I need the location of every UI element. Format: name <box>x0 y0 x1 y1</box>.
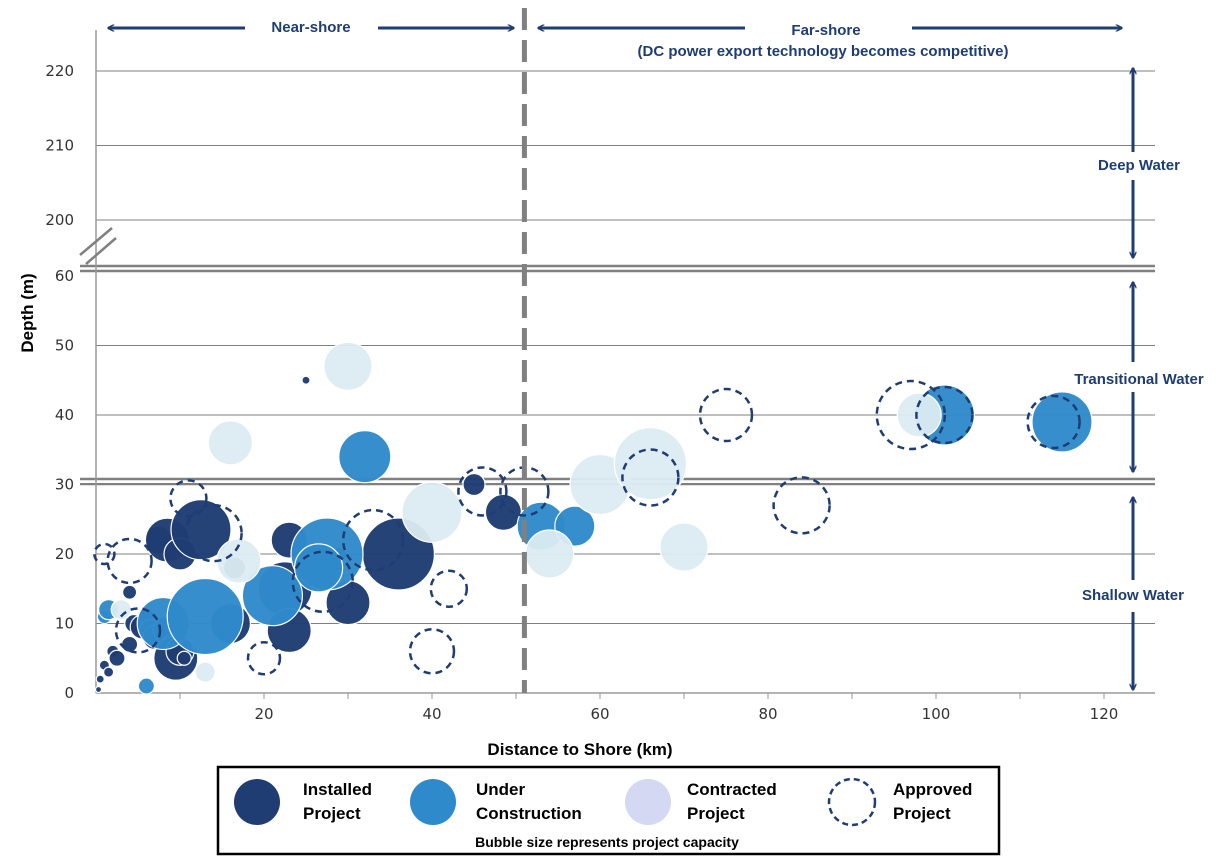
approved-project-bubble <box>184 503 243 563</box>
legend-under-construction-swatch <box>410 779 456 825</box>
legend-contracted-label-2: Project <box>687 804 745 823</box>
legend-note: Bubble size represents project capacity <box>475 834 739 850</box>
approved-project-bubble <box>291 550 355 614</box>
approved-project-bubble <box>1026 394 1081 450</box>
legend-approved-label-2: Project <box>893 804 951 823</box>
installed-project-bubble <box>176 650 192 666</box>
contracted-project-bubble <box>524 529 575 579</box>
x-tick-label: 40 <box>422 705 441 723</box>
y-axis-title: Depth (m) <box>18 273 37 352</box>
legend-approved-swatch <box>827 777 877 827</box>
axis-break-mark <box>79 227 113 256</box>
legend-under-construction-label-2: Construction <box>476 804 582 823</box>
x-tick-label: 20 <box>254 705 273 723</box>
far-shore-sublabel: (DC power export technology becomes comp… <box>638 43 1009 60</box>
shallow-water-label: Shallow Water <box>1082 587 1184 604</box>
y-tick-label: 20 <box>55 545 74 563</box>
legend-installed-label-1: Installed <box>303 780 372 799</box>
legend-box <box>216 765 1001 856</box>
approved-project-bubble <box>93 542 116 566</box>
installed-project-bubble <box>301 375 311 385</box>
axis-break-mark <box>85 237 117 265</box>
approved-project-bubble <box>106 537 153 585</box>
y-tick-label: 0 <box>64 684 74 702</box>
installed-project-bubble <box>170 499 232 561</box>
contracted-project-bubble <box>194 661 216 683</box>
approved-project-bubble <box>457 466 508 517</box>
installed-project-bubble <box>94 685 103 694</box>
axes: 0 10 20 30 40 50 60 200 210 220 20 40 60 80 100 120 <box>45 30 1155 723</box>
x-tick-label: 100 <box>922 705 951 723</box>
annotations <box>108 8 1133 693</box>
contracted-project-bubble <box>207 420 253 466</box>
installed-project-bubble <box>95 674 105 684</box>
deep-water-label: Deep Water <box>1098 157 1180 174</box>
legend-installed-label-2: Project <box>303 804 361 823</box>
installed-project-bubble <box>122 584 138 600</box>
contracted-project-bubble <box>323 341 373 391</box>
legend-installed-swatch <box>234 779 280 825</box>
approved-project-bubble <box>621 448 680 507</box>
approved-project-bubble <box>772 476 831 535</box>
bubbles <box>93 341 1093 695</box>
approved-project-bubble <box>429 569 469 608</box>
y-tick-label: 30 <box>55 476 74 494</box>
y-tick-label: 200 <box>45 211 74 229</box>
y-tick-label: 50 <box>55 337 74 355</box>
approved-project-bubble <box>246 641 282 676</box>
installed-project-bubble <box>484 493 522 531</box>
approved-project-bubble <box>114 607 162 654</box>
under-construction-bubble <box>241 565 303 627</box>
installed-project-bubble <box>108 649 126 667</box>
y-tick-label: 40 <box>55 406 74 424</box>
y-tick-label: 210 <box>45 137 74 155</box>
legend-approved-label-1: Approved <box>893 780 972 799</box>
contracted-project-bubble <box>613 427 688 501</box>
under-construction-bubble <box>137 677 155 695</box>
under-construction-bubble <box>1031 391 1093 453</box>
transitional-water-label: Transitional Water <box>1074 371 1204 388</box>
y-tick-label: 220 <box>45 62 74 80</box>
approved-project-bubble <box>169 479 208 518</box>
contracted-project-bubble <box>659 522 709 572</box>
contracted-project-bubble <box>401 481 463 543</box>
under-construction-bubble <box>166 577 244 656</box>
approved-project-bubble <box>875 379 947 451</box>
approved-project-bubble <box>915 385 974 445</box>
x-tick-label: 80 <box>758 705 777 723</box>
y-tick-label: 10 <box>55 615 74 633</box>
legend: Installed Project Under Construction Con… <box>216 765 1001 856</box>
legend-contracted-label-1: Contracted <box>687 780 777 799</box>
contracted-project-bubble <box>110 598 132 621</box>
legend-under-construction-label-1: Under <box>476 780 526 799</box>
far-shore-label: Far-shore <box>791 22 860 39</box>
x-tick-label: 60 <box>590 705 609 723</box>
y-tick-label: 60 <box>55 267 74 285</box>
installed-project-bubble <box>121 635 139 653</box>
contracted-project-bubble <box>896 392 942 438</box>
installed-project-bubble <box>102 666 115 678</box>
approved-project-bubble <box>341 508 405 572</box>
approved-project-bubble <box>408 628 456 675</box>
installed-project-bubble <box>462 472 486 497</box>
approved-project-bubble <box>698 387 754 443</box>
x-axis-title: Distance to Shore (km) <box>487 740 672 759</box>
legend-contracted-swatch <box>625 779 671 825</box>
near-shore-label: Near-shore <box>271 19 350 36</box>
under-construction-bubble <box>338 430 392 484</box>
x-tick-label: 120 <box>1090 705 1119 723</box>
